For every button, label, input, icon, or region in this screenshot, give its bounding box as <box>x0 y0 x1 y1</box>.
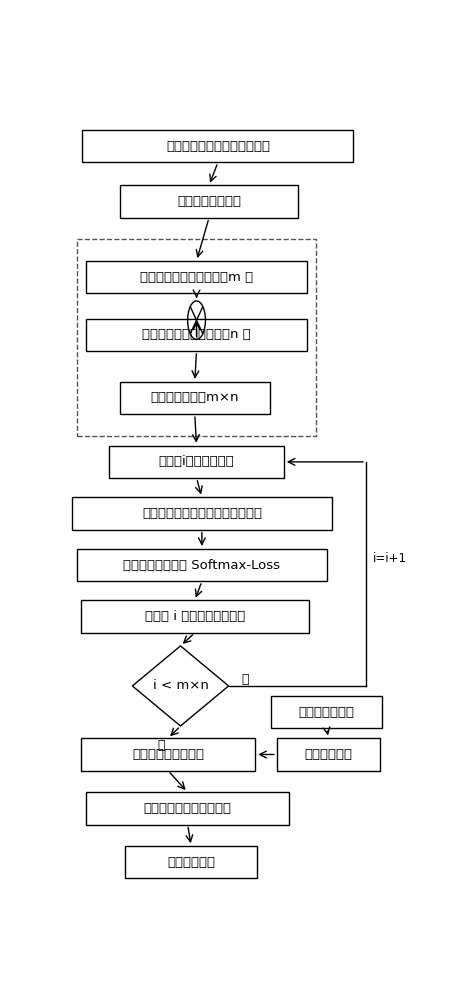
Text: 是: 是 <box>241 673 248 686</box>
Text: 否: 否 <box>157 739 164 752</box>
Text: 按照人脸角度分类: 按照人脸角度分类 <box>177 195 241 208</box>
Text: 按左右方向旋角度划分：m 类: 按左右方向旋角度划分：m 类 <box>140 271 252 284</box>
Text: 多角度人脸识别模型: 多角度人脸识别模型 <box>132 748 204 761</box>
Text: 满足角度要求的的子模型: 满足角度要求的的子模型 <box>143 802 231 815</box>
Text: 输出识别结果: 输出识别结果 <box>167 856 215 869</box>
FancyBboxPatch shape <box>125 846 257 878</box>
Text: 待测试认脸照片: 待测试认脸照片 <box>298 706 354 719</box>
Text: i=i+1: i=i+1 <box>372 552 406 565</box>
Text: 多角度人脸识别模型训练样本: 多角度人脸识别模型训练样本 <box>166 140 269 153</box>
Text: 计算人脸角度: 计算人脸角度 <box>304 748 352 761</box>
FancyBboxPatch shape <box>72 497 331 530</box>
FancyBboxPatch shape <box>82 130 353 162</box>
Text: 添加一定数量相邻角度的样本数据: 添加一定数量相邻角度的样本数据 <box>141 507 261 520</box>
Text: 结合人脸角度计算 Softmax-Loss: 结合人脸角度计算 Softmax-Loss <box>123 559 280 572</box>
FancyBboxPatch shape <box>86 319 307 351</box>
Text: i < m×n: i < m×n <box>152 679 208 692</box>
FancyBboxPatch shape <box>120 382 269 414</box>
FancyBboxPatch shape <box>271 696 381 728</box>
Text: 训练第 i 个人脸识别子模型: 训练第 i 个人脸识别子模型 <box>144 610 244 623</box>
FancyBboxPatch shape <box>80 600 308 633</box>
FancyBboxPatch shape <box>109 446 283 478</box>
Text: 选择第i个子训练样本: 选择第i个子训练样本 <box>158 455 234 468</box>
Polygon shape <box>132 646 228 726</box>
FancyBboxPatch shape <box>77 549 326 581</box>
FancyBboxPatch shape <box>80 738 255 771</box>
FancyBboxPatch shape <box>86 792 289 825</box>
FancyBboxPatch shape <box>86 261 307 293</box>
Text: 子训练样本数：m×n: 子训练样本数：m×n <box>150 391 239 404</box>
FancyBboxPatch shape <box>120 185 297 218</box>
Text: 按上下方向旋角度划分：n 类: 按上下方向旋角度划分：n 类 <box>142 328 250 341</box>
FancyBboxPatch shape <box>276 738 379 771</box>
